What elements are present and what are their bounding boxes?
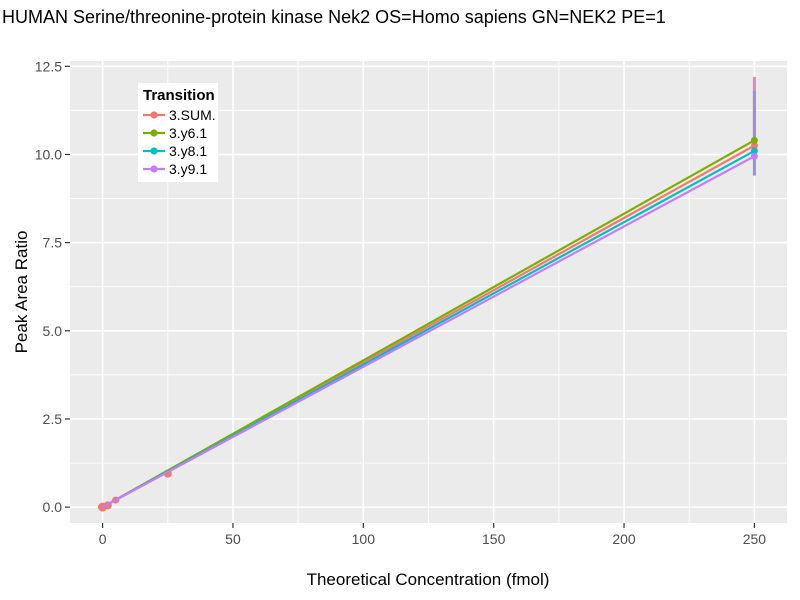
- x-tick-label: 100: [352, 531, 376, 547]
- legend-item-3.y6.1: 3.y6.1: [142, 124, 218, 142]
- y-tick-label: 7.5: [43, 235, 63, 251]
- chart-title: HUMAN Serine/threonine-protein kinase Ne…: [2, 7, 666, 27]
- legend: Transition 3.SUM. 3.y6.1 3.y8.1 3.y9.1: [138, 83, 218, 182]
- y-tick-label: 2.5: [43, 411, 63, 427]
- legend-label: 3.y8.1: [169, 143, 208, 159]
- series-line-3.y9.1: [101, 155, 756, 509]
- x-tick-label: 150: [482, 531, 506, 547]
- x-tick-label: 0: [99, 531, 107, 547]
- x-axis-title: Theoretical Concentration (fmol): [306, 570, 550, 589]
- legend-label: 3.y6.1: [169, 125, 208, 141]
- legend-item-3.y9.1: 3.y9.1: [142, 160, 218, 178]
- legend-label: 3.y9.1: [169, 161, 208, 177]
- y-tick-label: 0.0: [43, 499, 63, 515]
- legend-key-icon: [143, 111, 165, 119]
- legend-item-3.SUM.: 3.SUM.: [142, 106, 218, 124]
- data-point-3.y8.1: [750, 147, 758, 155]
- legend-key-icon: [143, 129, 165, 137]
- x-tick-label: 50: [225, 531, 241, 547]
- y-tick-label: 12.5: [35, 58, 62, 74]
- y-tick-label: 10.0: [35, 146, 62, 162]
- legend-title: Transition: [143, 87, 215, 104]
- data-point-3.y6.1: [750, 136, 758, 144]
- legend-label: 3.SUM.: [169, 107, 216, 123]
- y-axis-title: Peak Area Ratio: [12, 230, 31, 354]
- legend-key-icon: [143, 147, 165, 155]
- legend-key-icon: [143, 165, 165, 173]
- data-point-3.SUM.: [750, 142, 758, 150]
- y-tick-label: 5.0: [43, 323, 63, 339]
- series-line-3.y6.1: [101, 139, 756, 509]
- x-tick-label: 250: [743, 531, 767, 547]
- legend-item-3.y8.1: 3.y8.1: [142, 142, 218, 160]
- legend-items: 3.SUM. 3.y6.1 3.y8.1 3.y9.1: [142, 106, 218, 178]
- x-tick-label: 200: [612, 531, 636, 547]
- data-point-3.y9.1: [750, 152, 758, 160]
